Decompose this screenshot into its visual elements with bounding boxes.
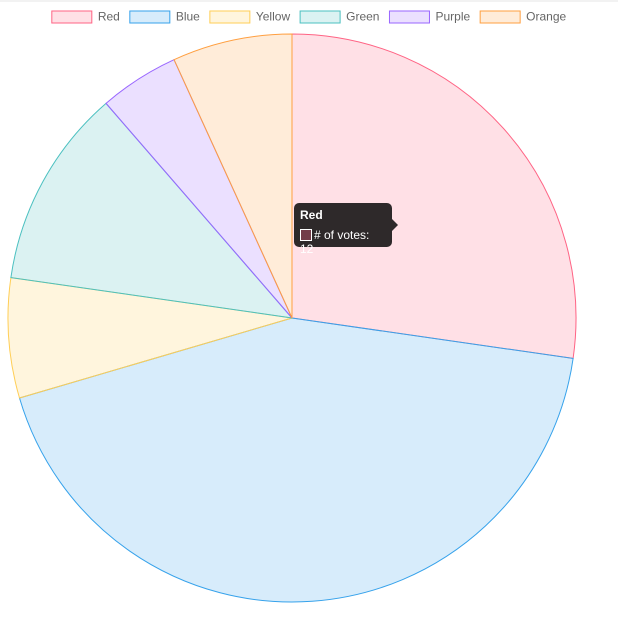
legend-label: Orange <box>526 10 566 24</box>
pie-slice <box>10 102 294 319</box>
legend-swatch <box>51 10 93 24</box>
legend: Red Blue Yellow Green Purple Orange <box>51 10 567 24</box>
tooltip-series: # of votes <box>314 228 367 242</box>
legend-swatch <box>479 10 521 24</box>
tooltip-body: # of votes: 12 <box>300 228 370 256</box>
legend-swatch <box>129 10 171 24</box>
tooltip-swatch <box>300 229 312 241</box>
legend-label: Yellow <box>256 10 291 24</box>
pie-slice <box>18 317 574 603</box>
tooltip-title: Red <box>300 208 323 222</box>
legend-label: Red <box>98 10 120 24</box>
pie-slice <box>7 277 293 399</box>
tooltip: Red # of votes: 12 <box>294 203 398 256</box>
legend-swatch <box>388 10 430 24</box>
tooltip-value: 12 <box>300 242 314 256</box>
pie-slice <box>173 33 293 319</box>
legend-swatch <box>299 10 341 24</box>
legend-label: Purple <box>435 10 470 24</box>
legend-swatch <box>209 10 251 24</box>
pie-slice <box>291 33 577 359</box>
tooltip-arrow <box>392 219 398 231</box>
legend-label: Green <box>346 10 379 24</box>
legend-label: Blue <box>176 10 200 24</box>
